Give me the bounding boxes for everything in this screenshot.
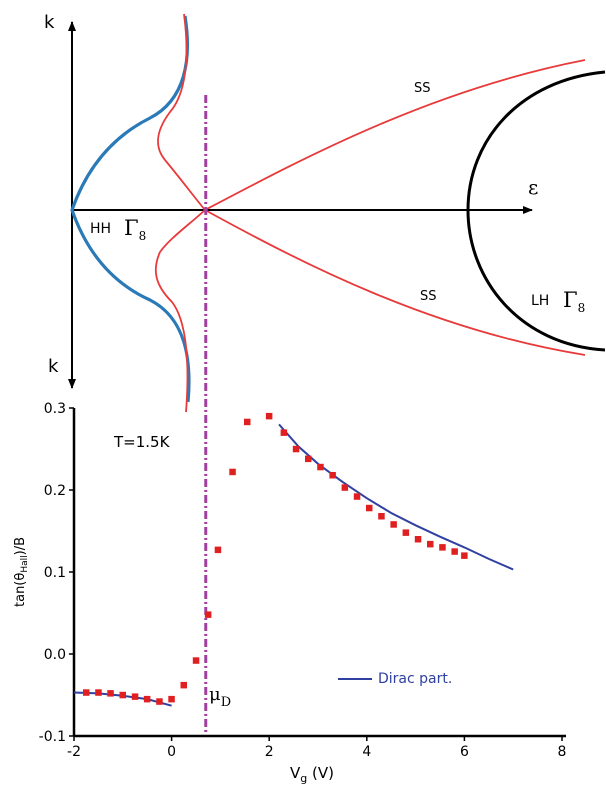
x-tick-label: 8 [558, 744, 567, 760]
hh-band-curve [70, 15, 191, 403]
data-point [378, 513, 385, 520]
energy-label: ε [528, 175, 538, 199]
ss-band-lower [204, 209, 586, 356]
data-point [83, 689, 90, 696]
lh-gamma-label: Γ8 [563, 288, 585, 315]
y-axis-label: tan(θHall)/B [13, 537, 30, 607]
y-tick-label: 0.3 [44, 401, 66, 417]
temperature-label: T=1.5K [113, 433, 171, 451]
data-point [305, 455, 312, 463]
data-point [427, 540, 434, 548]
dirac-fit-line [278, 423, 514, 571]
dirac-fit-lines [73, 423, 514, 707]
data-points [83, 412, 468, 705]
data-point [414, 536, 422, 543]
data-point [244, 418, 251, 426]
data-point [341, 484, 349, 491]
legend-label: Dirac part. [378, 671, 452, 687]
x-tick-label: 0 [167, 744, 176, 760]
data-point [402, 529, 410, 536]
data-point [265, 412, 273, 420]
data-point [366, 504, 373, 512]
hh-gamma-label: Γ8 [124, 216, 146, 243]
data-point [390, 521, 397, 528]
data-point [214, 546, 222, 554]
data-point [156, 698, 163, 705]
x-tick-label: 2 [265, 744, 274, 760]
legend: Dirac part. [338, 671, 452, 687]
data-point [229, 468, 236, 476]
hall-chart: -2 0 2 4 6 8 -0.1 0.0 0.1 0.2 0.3 T=1.5K μD Dirac … [13, 401, 566, 785]
data-point [204, 611, 212, 618]
hh-label: HH [90, 221, 111, 237]
k-top-label: k [44, 12, 55, 33]
y-tick-label: 0.1 [44, 565, 66, 581]
ss-lower-label: SS [420, 289, 437, 304]
ss-upper-label: SS [414, 81, 431, 96]
data-point [329, 472, 336, 479]
x-tick-label: -2 [67, 744, 81, 760]
data-point [119, 691, 126, 699]
data-point [461, 552, 468, 559]
x-axis-label: Vg (V) [290, 764, 334, 785]
data-point [280, 429, 288, 436]
band-diagram: k k ε SS SS HH Γ8 LH Γ8 [44, 12, 606, 413]
data-point [292, 445, 300, 453]
y-tick-label: -0.1 [39, 729, 66, 745]
data-point [192, 657, 200, 664]
ss-band-inner [154, 13, 207, 413]
lh-label: LH [531, 293, 549, 309]
data-point [451, 548, 458, 555]
y-tick-label: 0.2 [44, 483, 66, 499]
axis-ticks: -2 0 2 4 6 8 -0.1 0.0 0.1 0.2 0.3 [39, 401, 567, 760]
k-bottom-label: k [48, 356, 59, 377]
data-point [95, 689, 102, 696]
data-point [168, 695, 175, 703]
data-point [180, 681, 187, 689]
mu-d-label: μD [209, 684, 231, 710]
data-point [107, 690, 114, 697]
data-point [143, 695, 151, 703]
x-tick-label: 4 [362, 744, 371, 760]
x-tick-label: 6 [460, 744, 469, 760]
data-point [131, 693, 139, 700]
data-point [439, 544, 446, 551]
lh-band-curve [466, 70, 606, 352]
ss-band-upper [204, 59, 586, 211]
data-point [317, 463, 324, 471]
y-tick-label: 0.0 [44, 647, 66, 663]
data-point [353, 493, 361, 500]
